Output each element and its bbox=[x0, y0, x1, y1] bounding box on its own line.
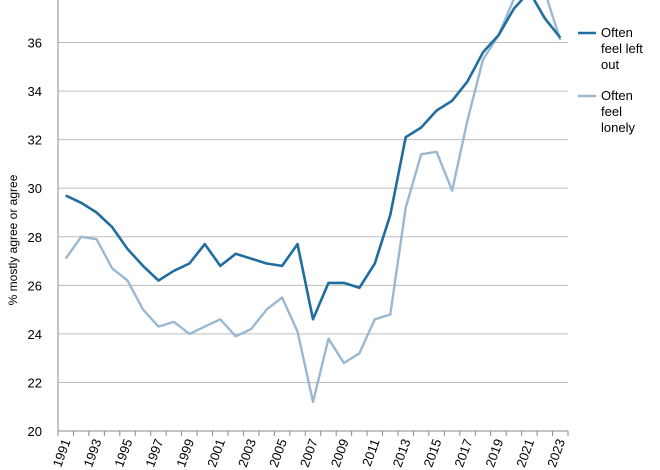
y-tick-36: 36 bbox=[28, 36, 42, 51]
x-tick-2023: 2023 bbox=[544, 437, 568, 469]
y-tick-30: 30 bbox=[28, 181, 42, 196]
series-line-1 bbox=[64, 0, 562, 404]
x-tick-1997: 1997 bbox=[142, 437, 166, 469]
x-tick-2013: 2013 bbox=[390, 437, 414, 469]
series-line-0 bbox=[65, 0, 562, 321]
y-tick-24: 24 bbox=[28, 327, 42, 342]
axes bbox=[57, 0, 569, 436]
x-tick-1993: 1993 bbox=[80, 437, 104, 469]
x-tick-1995: 1995 bbox=[111, 437, 135, 469]
y-tick-32: 32 bbox=[28, 133, 42, 148]
grid-lines bbox=[58, 42, 568, 383]
x-tick-2017: 2017 bbox=[451, 437, 475, 469]
series-lines bbox=[64, 0, 562, 404]
legend-label-0: Often bbox=[601, 25, 633, 40]
y-axis-label: % mostly agree or agree bbox=[6, 174, 20, 305]
legend-label-1: feel bbox=[601, 104, 622, 119]
x-tick-2005: 2005 bbox=[266, 437, 290, 469]
x-tick-1999: 1999 bbox=[173, 437, 197, 469]
x-tick-1991: 1991 bbox=[50, 437, 74, 469]
y-tick-26: 26 bbox=[28, 278, 42, 293]
legend-label-0: feel left bbox=[601, 41, 643, 56]
x-tick-2015: 2015 bbox=[420, 437, 444, 469]
x-tick-2009: 2009 bbox=[328, 437, 352, 469]
y-tick-34: 34 bbox=[28, 84, 42, 99]
legend-label-0: out bbox=[601, 57, 619, 72]
x-tick-2007: 2007 bbox=[297, 437, 321, 469]
legend-label-1: lonely bbox=[601, 120, 635, 135]
x-tick-2019: 2019 bbox=[482, 437, 506, 469]
y-tick-labels: 20 22 24 26 28 30 32 34 36 bbox=[28, 36, 42, 439]
x-tick-2011: 2011 bbox=[359, 437, 383, 468]
x-tick-2021: 2021 bbox=[513, 437, 537, 469]
legend-label-1: Often bbox=[601, 88, 633, 103]
x-tick-2001: 2001 bbox=[204, 437, 228, 469]
y-tick-22: 22 bbox=[28, 375, 42, 390]
x-tick-labels: 1991 1993 1995 1997 1999 2001 2003 2005 2007 2009… bbox=[50, 437, 569, 469]
x-tick-2003: 2003 bbox=[235, 437, 259, 469]
y-tick-28: 28 bbox=[28, 230, 42, 245]
y-tick-20: 20 bbox=[28, 424, 42, 439]
